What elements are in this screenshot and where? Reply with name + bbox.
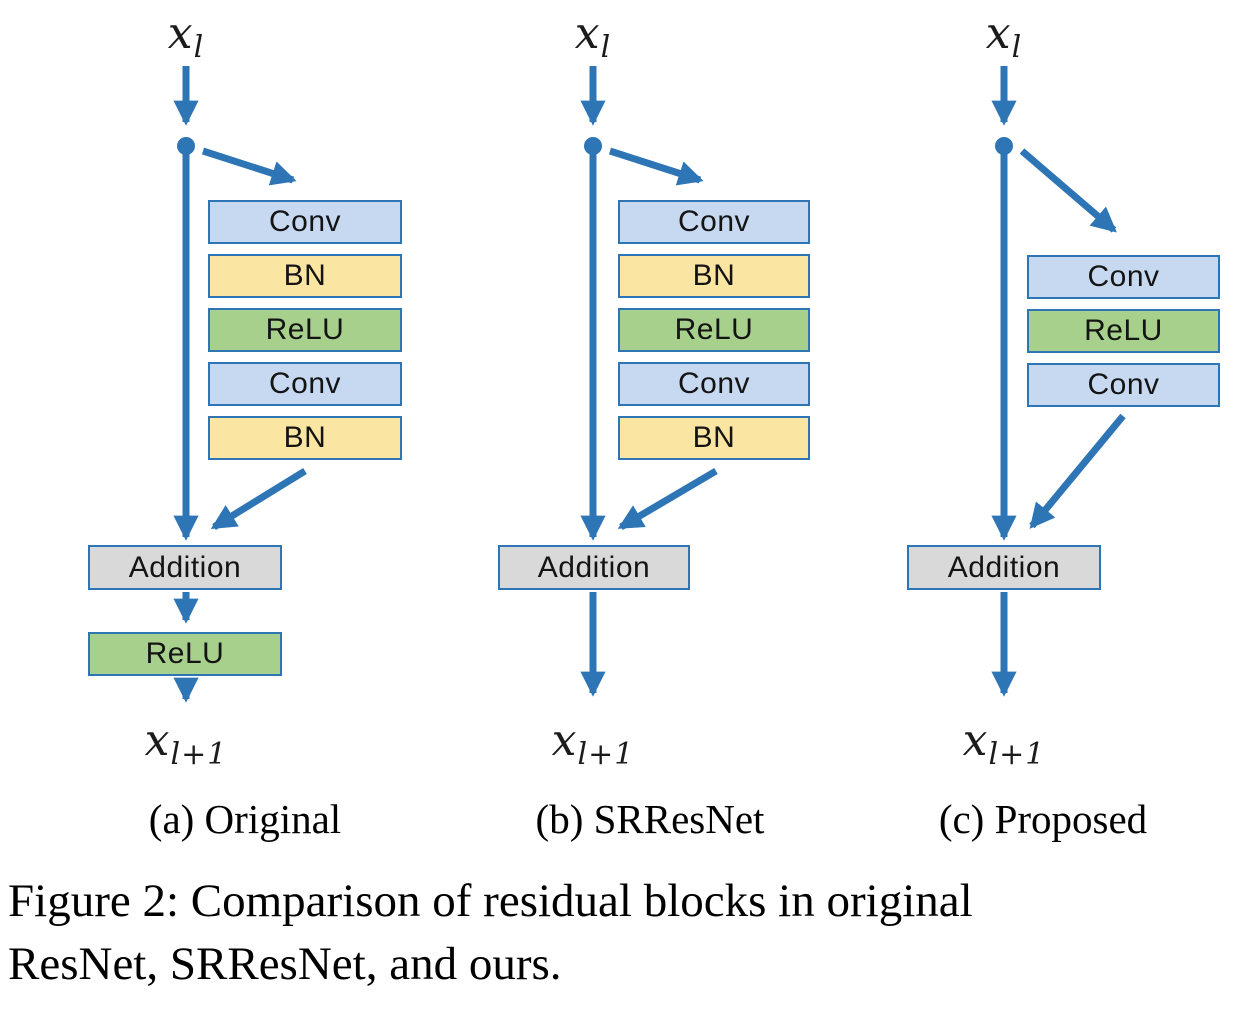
output-label-c-sub: l+1 [988, 737, 1046, 772]
input-label-b-sub: l [600, 30, 612, 65]
input-label-b: xl [575, 8, 611, 65]
output-label-a-sub: l+1 [170, 737, 228, 772]
input-label-b-base: x [574, 8, 600, 59]
addition-block: Addition [907, 545, 1101, 590]
conv-block: Conv [208, 200, 402, 244]
panel-caption-a: (a) Original [148, 796, 342, 842]
input-label-a-base: x [167, 8, 193, 59]
input-label-c-sub: l [1011, 30, 1023, 65]
branch-arrow-b [608, 147, 704, 186]
panel-caption-c: (c) Proposed [938, 796, 1148, 842]
output-label-b-sub: l+1 [577, 737, 635, 772]
input-label-a: xl [168, 8, 204, 65]
addition-block: Addition [88, 545, 282, 590]
output-label-c-base: x [962, 715, 988, 766]
bn-block: BN [208, 416, 402, 460]
bn-block: BN [618, 416, 810, 460]
conv-block: Conv [618, 362, 810, 406]
figure-caption: Figure 2: Comparison of residual blocks … [8, 870, 1218, 996]
branch-dot-c [995, 137, 1013, 155]
panel-caption-b: (b) SRResNet [535, 796, 765, 842]
addition-block: Addition [498, 545, 690, 590]
relu-block: ReLU [1027, 309, 1220, 353]
branch-dot-a [177, 137, 195, 155]
conv-block: Conv [1027, 363, 1220, 407]
branch-arrow-a [201, 147, 297, 186]
relu-block: ReLU [618, 308, 810, 352]
bn-block: BN [208, 254, 402, 298]
branch-dot-b [584, 137, 602, 155]
bn-block: BN [618, 254, 810, 298]
residual-arrow-c [1029, 413, 1126, 529]
input-label-c-base: x [985, 8, 1011, 59]
residual-arrow-a [210, 468, 307, 530]
input-label-c: xl [986, 8, 1022, 65]
conv-block: Conv [618, 200, 810, 244]
output-label-c: xl+1 [963, 715, 1046, 772]
conv-block: Conv [1027, 255, 1220, 299]
figure-caption-line1: Figure 2: Comparison of residual blocks … [8, 875, 973, 927]
input-label-a-sub: l [193, 30, 205, 65]
output-label-a-base: x [144, 715, 170, 766]
post-addition-relu-block: ReLU [88, 632, 282, 676]
branch-arrow-c [1019, 148, 1117, 233]
residual-arrow-b [617, 467, 718, 531]
output-label-a: xl+1 [145, 715, 228, 772]
relu-block: ReLU [208, 308, 402, 352]
conv-block: Conv [208, 362, 402, 406]
output-label-b-base: x [551, 715, 577, 766]
figure-caption-line2: ResNet, SRResNet, and ours. [8, 938, 562, 990]
output-label-b: xl+1 [552, 715, 635, 772]
